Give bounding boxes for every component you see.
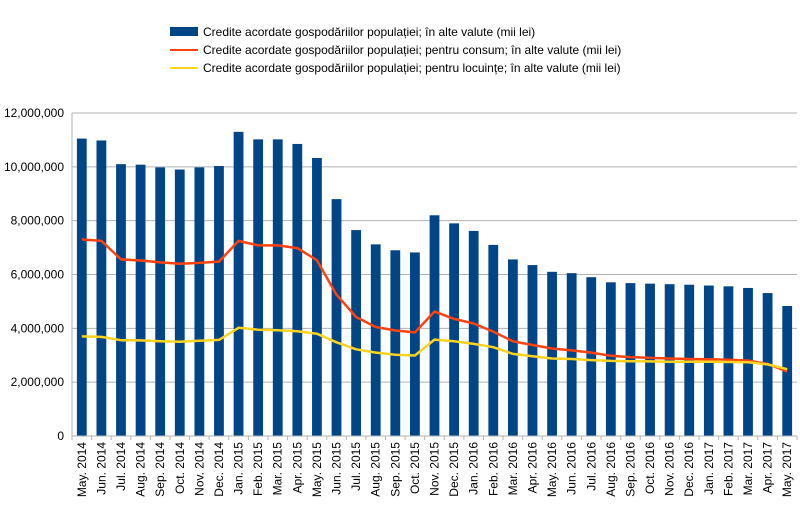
x-tick-label: Mar. 2015 <box>271 442 285 496</box>
bar <box>429 215 440 436</box>
x-tick-label: Aug. 2016 <box>604 442 618 497</box>
x-tick-label: Jul. 2016 <box>584 442 598 491</box>
bar <box>214 166 224 437</box>
x-tick-label: Sep. 2015 <box>388 442 402 497</box>
legend-label: Credite acordate gospodăriilor populație… <box>203 25 536 39</box>
bar <box>449 223 459 436</box>
x-tick-label: Aug. 2015 <box>369 442 383 497</box>
y-tick-label: 2,000,000 <box>11 375 65 389</box>
bar <box>331 199 342 436</box>
bar <box>351 230 362 436</box>
y-tick-label: 10,000,000 <box>4 160 64 174</box>
x-tick-label: Jul. 2014 <box>114 442 128 491</box>
legend-swatch-line <box>170 49 198 51</box>
bar <box>155 167 166 436</box>
y-tick-label: 0 <box>57 429 64 443</box>
bar <box>664 284 675 436</box>
x-tick-label: Jun. 2016 <box>565 442 579 495</box>
bar <box>605 282 616 436</box>
x-tick-label: Jul. 2015 <box>349 442 363 491</box>
legend-label: Credite acordate gospodăriilor populație… <box>203 43 622 57</box>
bar <box>370 244 381 436</box>
x-tick-label: Dec. 2015 <box>447 442 461 497</box>
y-tick-label: 4,000,000 <box>11 321 65 335</box>
bar <box>390 250 401 436</box>
bar <box>645 283 655 436</box>
x-tick-label: Jan. 2015 <box>232 442 246 495</box>
x-tick-label: May. 2015 <box>310 442 324 497</box>
x-tick-label: Sep. 2014 <box>153 442 167 497</box>
bar <box>586 277 597 436</box>
x-tick-label: May. 2014 <box>75 442 89 497</box>
y-tick-label: 12,000,000 <box>4 106 64 120</box>
x-tick-label: Dec. 2016 <box>682 442 696 497</box>
bar <box>566 273 577 436</box>
bar <box>174 169 185 436</box>
bar <box>625 283 636 436</box>
y-tick-label: 8,000,000 <box>11 214 65 228</box>
bar <box>312 157 322 436</box>
x-tick-label: Nov. 2015 <box>428 442 442 496</box>
x-tick-label: Oct. 2015 <box>408 442 422 494</box>
bar <box>684 284 695 436</box>
x-axis-tick-labels: May. 2014 Jun. 2014 Jul. 2014 Aug. 2014 Sep.… <box>75 442 794 497</box>
bar <box>96 140 107 436</box>
bar <box>292 143 303 436</box>
bar-series <box>76 131 793 437</box>
series-line-consum <box>81 238 788 373</box>
bar <box>116 164 126 436</box>
x-tick-label: Jan. 2016 <box>467 442 481 495</box>
bar <box>272 139 283 436</box>
bar <box>253 139 264 436</box>
x-tick-label: Feb. 2017 <box>721 442 735 496</box>
x-tick-label: Mar. 2016 <box>506 442 520 496</box>
bar <box>547 271 557 436</box>
y-tick-label: 6,000,000 <box>11 268 65 282</box>
axes <box>71 113 798 440</box>
legend-label: Credite acordate gospodăriilor populație… <box>203 61 621 75</box>
bar <box>507 259 518 436</box>
bar <box>410 252 420 436</box>
x-tick-label: Oct. 2014 <box>173 442 187 494</box>
x-tick-label: Nov. 2014 <box>192 442 206 496</box>
x-tick-label: Jun. 2015 <box>330 442 344 495</box>
x-tick-label: Apr. 2017 <box>761 442 775 494</box>
line-series <box>81 238 788 373</box>
bar <box>194 167 205 436</box>
x-tick-label: Nov. 2016 <box>663 442 677 496</box>
bar <box>135 164 146 436</box>
legend-swatch-line <box>170 67 198 69</box>
bar <box>488 244 499 436</box>
x-tick-label: Dec. 2014 <box>212 442 226 497</box>
legend-swatch-bar <box>170 27 198 36</box>
y-axis-tick-labels: 0 2,000,000 4,000,000 6,000,000 8,000,000 10,… <box>4 106 64 443</box>
x-tick-label: Feb. 2015 <box>251 442 265 496</box>
bar <box>527 265 538 436</box>
x-tick-label: Mar. 2017 <box>741 442 755 496</box>
x-tick-label: Aug. 2014 <box>134 442 148 497</box>
bar <box>76 138 87 436</box>
series-line-locuinte <box>81 326 788 371</box>
bar <box>233 131 244 436</box>
bar <box>468 230 479 436</box>
x-tick-label: Apr. 2016 <box>525 442 539 494</box>
x-tick-label: Feb. 2016 <box>486 442 500 496</box>
x-tick-label: Jan. 2017 <box>702 442 716 495</box>
x-tick-label: Apr. 2015 <box>290 442 304 494</box>
x-tick-label: Jun. 2014 <box>94 442 108 495</box>
x-tick-label: May. 2016 <box>545 442 559 497</box>
x-tick-label: Sep. 2016 <box>623 442 637 497</box>
x-tick-label: Oct. 2016 <box>643 442 657 494</box>
x-tick-label: May. 2017 <box>780 442 794 497</box>
